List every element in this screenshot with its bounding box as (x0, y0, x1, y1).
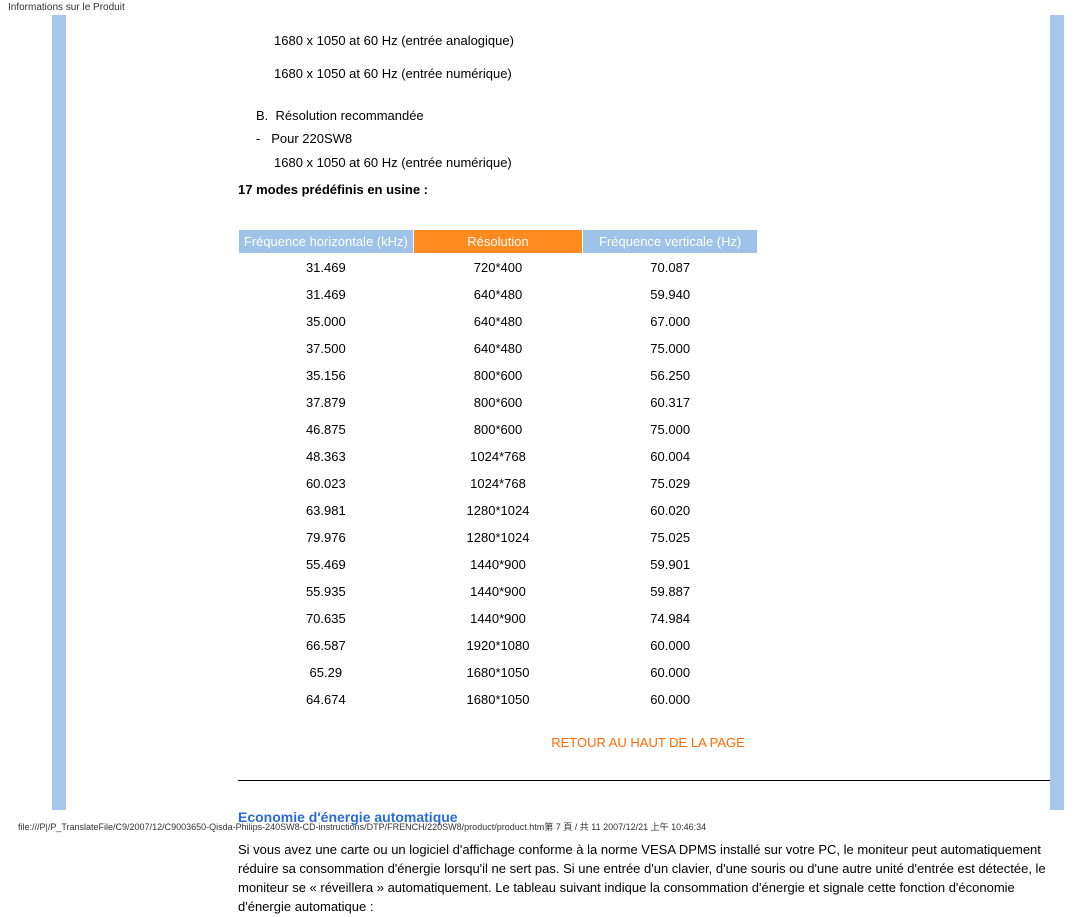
dash: - (256, 131, 260, 146)
b-prefix: B. (256, 108, 268, 123)
table-cell: 1920*1080 (413, 632, 583, 659)
table-cell: 800*600 (413, 416, 583, 443)
table-cell: 640*480 (413, 281, 583, 308)
table-cell: 60.000 (583, 686, 758, 713)
page-header: Informations sur le Produit (0, 0, 1080, 15)
table-cell: 60.000 (583, 659, 758, 686)
recommended-res: 1680 x 1050 at 60 Hz (entrée numérique) (238, 151, 1058, 174)
table-row: 65.291680*105060.000 (239, 659, 758, 686)
table-cell: 56.250 (583, 362, 758, 389)
table-row: 66.5871920*108060.000 (239, 632, 758, 659)
table-cell: 74.984 (583, 605, 758, 632)
table-cell: 60.317 (583, 389, 758, 416)
page-frame: 1680 x 1050 at 60 Hz (entrée analogique)… (0, 15, 1080, 917)
table-row: 79.9761280*102475.025 (239, 524, 758, 551)
table-cell: 59.887 (583, 578, 758, 605)
return-link-wrap: RETOUR AU HAUT DE LA PAGE (238, 735, 1058, 750)
table-cell: 59.940 (583, 281, 758, 308)
modes-heading: 17 modes prédéfinis en usine : (238, 178, 1058, 201)
table-cell: 1440*900 (413, 551, 583, 578)
table-header-row: Fréquence horizontale (kHz) Résolution F… (239, 230, 758, 254)
table-cell: 75.000 (583, 335, 758, 362)
table-cell: 37.879 (239, 389, 414, 416)
footer-text: file:///P|/P_TranslateFile/C9/2007/12/C9… (18, 822, 706, 832)
table-row: 31.469720*40070.087 (239, 254, 758, 282)
intro-block: 1680 x 1050 at 60 Hz (entrée analogique)… (238, 29, 1058, 201)
table-cell: 1680*1050 (413, 659, 583, 686)
table-cell: 720*400 (413, 254, 583, 282)
table-row: 31.469640*48059.940 (239, 281, 758, 308)
table-row: 60.0231024*76875.029 (239, 470, 758, 497)
recommended-line: B. Résolution recommandée (238, 104, 1058, 127)
footer-path: file:///P|/P_TranslateFile/C9/2007/12/C9… (0, 820, 1080, 833)
table-cell: 60.000 (583, 632, 758, 659)
table-cell: 64.674 (239, 686, 414, 713)
table-cell: 1440*900 (413, 578, 583, 605)
table-cell: 63.981 (239, 497, 414, 524)
table-cell: 800*600 (413, 389, 583, 416)
table-row: 63.9811280*102460.020 (239, 497, 758, 524)
table-cell: 31.469 (239, 281, 414, 308)
table-cell: 60.004 (583, 443, 758, 470)
table-cell: 55.935 (239, 578, 414, 605)
table-cell: 1440*900 (413, 605, 583, 632)
res-analog: 1680 x 1050 at 60 Hz (entrée analogique) (238, 29, 1058, 52)
table-cell: 48.363 (239, 443, 414, 470)
table-cell: 640*480 (413, 308, 583, 335)
table-cell: 31.469 (239, 254, 414, 282)
table-cell: 37.500 (239, 335, 414, 362)
res-digital: 1680 x 1050 at 60 Hz (entrée numérique) (238, 62, 1058, 85)
table-cell: 67.000 (583, 308, 758, 335)
table-cell: 75.029 (583, 470, 758, 497)
table-cell: 70.087 (583, 254, 758, 282)
table-row: 46.875800*60075.000 (239, 416, 758, 443)
table-cell: 1680*1050 (413, 686, 583, 713)
table-cell: 66.587 (239, 632, 414, 659)
table-cell: 35.156 (239, 362, 414, 389)
right-stripe (1050, 15, 1064, 810)
main-content: 1680 x 1050 at 60 Hz (entrée analogique)… (238, 15, 1058, 917)
table-row: 70.6351440*90074.984 (239, 605, 758, 632)
table-row: 37.879800*60060.317 (239, 389, 758, 416)
table-cell: 1280*1024 (413, 524, 583, 551)
table-row: 37.500640*48075.000 (239, 335, 758, 362)
model-text: Pour 220SW8 (271, 131, 352, 146)
table-row: 55.9351440*90059.887 (239, 578, 758, 605)
table-cell: 35.000 (239, 308, 414, 335)
separator (238, 780, 1058, 781)
model-line: - Pour 220SW8 (238, 127, 1058, 150)
table-row: 64.6741680*105060.000 (239, 686, 758, 713)
table-row: 35.000640*48067.000 (239, 308, 758, 335)
table-cell: 60.020 (583, 497, 758, 524)
table-cell: 1280*1024 (413, 497, 583, 524)
col-v-freq: Fréquence verticale (Hz) (583, 230, 758, 254)
table-cell: 1024*768 (413, 443, 583, 470)
table-row: 55.4691440*90059.901 (239, 551, 758, 578)
left-stripe (52, 15, 66, 810)
table-cell: 59.901 (583, 551, 758, 578)
table-cell: 75.025 (583, 524, 758, 551)
table-cell: 800*600 (413, 362, 583, 389)
table-cell: 65.29 (239, 659, 414, 686)
table-cell: 46.875 (239, 416, 414, 443)
modes-table: Fréquence horizontale (kHz) Résolution F… (238, 229, 758, 713)
table-cell: 75.000 (583, 416, 758, 443)
page-header-text: Informations sur le Produit (8, 2, 125, 13)
table-cell: 79.976 (239, 524, 414, 551)
table-row: 48.3631024*76860.004 (239, 443, 758, 470)
table-cell: 70.635 (239, 605, 414, 632)
b-label: Résolution recommandée (276, 108, 424, 123)
table-cell: 55.469 (239, 551, 414, 578)
return-top-link[interactable]: RETOUR AU HAUT DE LA PAGE (551, 735, 745, 750)
section-body: Si vous avez une carte ou un logiciel d'… (238, 841, 1058, 916)
table-cell: 1024*768 (413, 470, 583, 497)
table-row: 35.156800*60056.250 (239, 362, 758, 389)
table-cell: 60.023 (239, 470, 414, 497)
col-h-freq: Fréquence horizontale (kHz) (239, 230, 414, 254)
table-cell: 640*480 (413, 335, 583, 362)
col-resolution: Résolution (413, 230, 583, 254)
